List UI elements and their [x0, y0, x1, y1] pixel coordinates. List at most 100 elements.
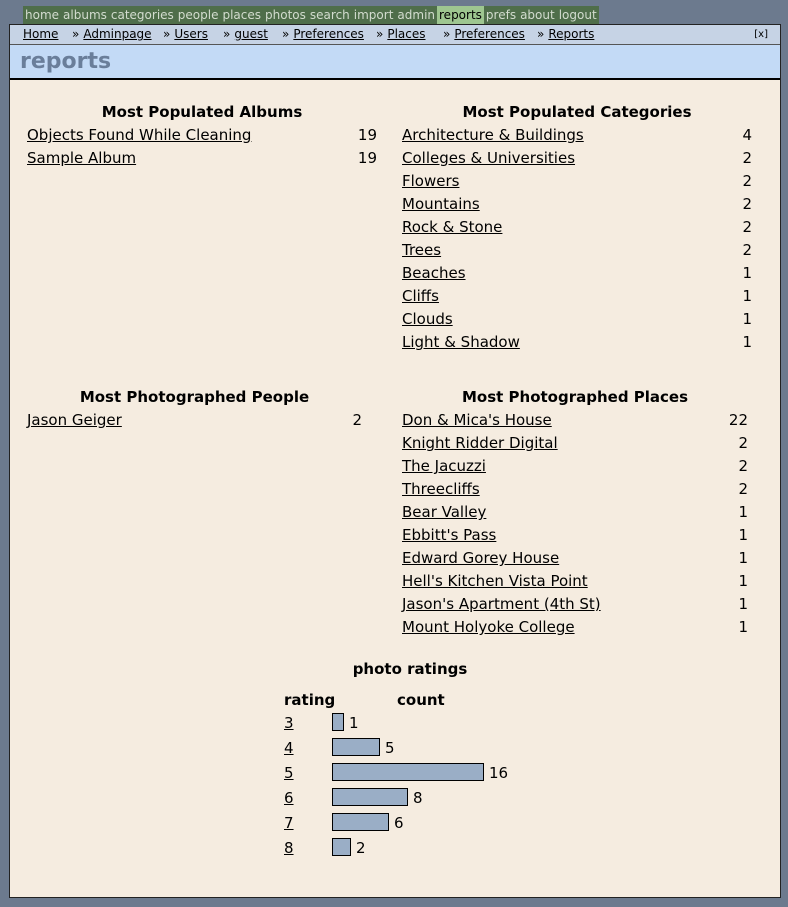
categories-item-link[interactable]: Flowers [402, 172, 460, 190]
places-item-count: 2 [738, 434, 748, 452]
albums-item-link[interactable]: Objects Found While Cleaning [27, 126, 252, 144]
breadcrumb-item-adminpage: » Adminpage [72, 25, 152, 44]
places-item-count: 2 [738, 457, 748, 475]
places-item-link[interactable]: Hell's Kitchen Vista Point [402, 572, 588, 590]
places-list-item: Mount Holyoke College 1 [402, 616, 748, 639]
categories-item-count: 2 [742, 172, 752, 190]
categories-item-count: 1 [742, 333, 752, 351]
places-item-link[interactable]: Knight Ridder Digital [402, 434, 558, 452]
photo-ratings: photo ratings rating count 3 1 4 5 5 16 6 8 7 6 8 2 [280, 658, 540, 861]
categories-list-item: Flowers 2 [402, 170, 752, 193]
rating-link[interactable]: 6 [284, 789, 294, 807]
categories-list-item: Light & Shadow 1 [402, 331, 752, 354]
categories-item-link[interactable]: Cliffs [402, 287, 439, 305]
categories-item-link[interactable]: Light & Shadow [402, 333, 520, 351]
categories-item-link[interactable]: Rock & Stone [402, 218, 503, 236]
places-item-link[interactable]: Bear Valley [402, 503, 487, 521]
categories-list-item: Beaches 1 [402, 262, 752, 285]
rating-bar-value: 8 [413, 789, 423, 807]
menu-item-people[interactable]: people [177, 8, 219, 22]
main-panel: [x] Home » Adminpage » Users » guest » Preferenc… [9, 24, 781, 898]
categories-item-link[interactable]: Clouds [402, 310, 453, 328]
categories-item-count: 2 [742, 149, 752, 167]
breadcrumb-link-preferences[interactable]: Preferences [454, 27, 525, 41]
categories-item-link[interactable]: Mountains [402, 195, 480, 213]
menu-item-categories[interactable]: categories [110, 8, 174, 22]
places-item-link[interactable]: Don & Mica's House [402, 411, 552, 429]
places-report: Most Photographed Places Don & Mica's Ho… [402, 386, 748, 639]
places-list-item: Bear Valley 1 [402, 501, 748, 524]
places-item-count: 1 [738, 572, 748, 590]
albums-item-count: 19 [357, 149, 377, 167]
categories-item-link[interactable]: Trees [402, 241, 442, 259]
menu-item-home[interactable]: home [25, 8, 60, 22]
breadcrumb-link-places[interactable]: Places [387, 27, 426, 41]
rating-link[interactable]: 3 [284, 714, 294, 732]
rating-row: 5 16 [280, 761, 540, 786]
rating-bar-value: 6 [394, 814, 404, 832]
breadcrumb-item-preferences: » Preferences [443, 25, 525, 44]
places-item-count: 1 [738, 526, 748, 544]
rating-bar [332, 738, 380, 756]
rating-bar [332, 763, 484, 781]
places-list-item: Hell's Kitchen Vista Point 1 [402, 570, 748, 593]
rating-bar [332, 838, 351, 856]
rating-link[interactable]: 5 [284, 764, 294, 782]
breadcrumb-link-reports[interactable]: Reports [548, 27, 595, 41]
rating-link[interactable]: 7 [284, 814, 294, 832]
menu-item-logout[interactable]: logout [558, 8, 597, 22]
breadcrumb-link-home[interactable]: Home [23, 27, 59, 41]
categories-list-item: Colleges & Universities 2 [402, 147, 752, 170]
categories-list-item: Rock & Stone 2 [402, 216, 752, 239]
rating-bar-value: 2 [356, 839, 366, 857]
places-item-link[interactable]: Threecliffs [402, 480, 480, 498]
breadcrumb-item-preferences: » Preferences [282, 25, 364, 44]
breadcrumb-link-guest[interactable]: guest [234, 27, 268, 41]
places-item-count: 2 [738, 480, 748, 498]
breadcrumb-separator: » [282, 27, 290, 41]
categories-item-count: 4 [742, 126, 752, 144]
menu-item-prefs[interactable]: prefs [485, 8, 517, 22]
rating-link[interactable]: 8 [284, 839, 294, 857]
rating-bar [332, 713, 344, 731]
places-item-link[interactable]: The Jacuzzi [402, 457, 486, 475]
rating-link[interactable]: 4 [284, 739, 294, 757]
categories-item-count: 2 [742, 195, 752, 213]
menu-item-photos[interactable]: photos [265, 8, 306, 22]
breadcrumb-link-adminpage[interactable]: Adminpage [83, 27, 152, 41]
places-item-count: 1 [738, 549, 748, 567]
menu-item-search[interactable]: search [309, 8, 350, 22]
places-item-link[interactable]: Mount Holyoke College [402, 618, 575, 636]
places-item-link[interactable]: Jason's Apartment (4th St) [402, 595, 601, 613]
places-item-count: 22 [728, 411, 748, 429]
menu-item-albums[interactable]: albums [63, 8, 107, 22]
places-list-item: Jason's Apartment (4th St) 1 [402, 593, 748, 616]
breadcrumb-link-users[interactable]: Users [174, 27, 208, 41]
close-button[interactable]: [x] [754, 29, 768, 40]
breadcrumb: [x] Home » Adminpage » Users » guest » Preferenc… [10, 25, 780, 45]
people-report: Most Photographed People Jason Geiger 2 [27, 386, 362, 432]
rating-bar-value: 16 [489, 764, 509, 782]
categories-list-item: Trees 2 [402, 239, 752, 262]
albums-item-link[interactable]: Sample Album [27, 149, 137, 167]
breadcrumb-link-preferences[interactable]: Preferences [293, 27, 364, 41]
menu-item-import[interactable]: import [353, 8, 394, 22]
places-item-count: 1 [738, 618, 748, 636]
menu-item-admin[interactable]: admin [397, 8, 436, 22]
rating-column-header: rating [284, 691, 336, 709]
categories-item-link[interactable]: Beaches [402, 264, 466, 282]
places-item-link[interactable]: Ebbitt's Pass [402, 526, 497, 544]
categories-list-item: Architecture & Buildings 4 [402, 124, 752, 147]
menu-item-reports[interactable]: reports [437, 6, 484, 24]
categories-item-link[interactable]: Architecture & Buildings [402, 126, 584, 144]
categories-item-link[interactable]: Colleges & Universities [402, 149, 576, 167]
categories-item-count: 1 [742, 287, 752, 305]
places-item-count: 1 [738, 595, 748, 613]
people-item-count: 2 [352, 411, 362, 429]
menu-item-places[interactable]: places [222, 8, 262, 22]
breadcrumb-separator: » [376, 27, 384, 41]
people-item-link[interactable]: Jason Geiger [27, 411, 122, 429]
menu-item-about[interactable]: about [520, 8, 555, 22]
places-item-link[interactable]: Edward Gorey House [402, 549, 560, 567]
